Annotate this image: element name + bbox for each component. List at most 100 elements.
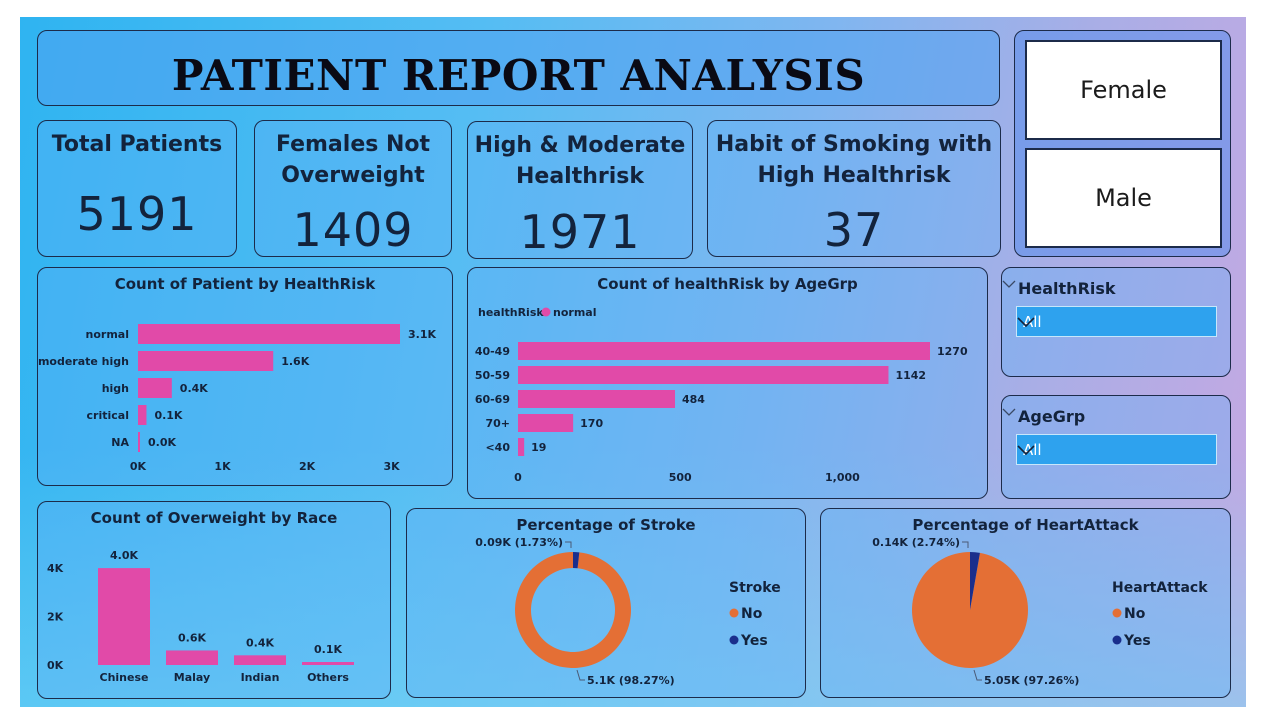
healthrisk-bar-chart: normal 3.1K moderate high 1.6K high 0.4K criti… <box>38 324 436 473</box>
data-label: 0.0K <box>148 436 176 449</box>
slice-label-yes: 0.14K (2.74%) <box>872 536 960 549</box>
kpi-title-line: Females Not <box>275 132 431 157</box>
chart-healthrisk-by-agegrp: Count of healthRisk by AgeGrp healthRisk… <box>467 267 988 499</box>
legend-marker <box>541 307 551 317</box>
dropdown-value: All <box>1023 313 1042 331</box>
race-column-chart: 4K 2K 0K 4.0K Chinese 0.6K Malay 0.4K Indian 0.1K… <box>47 549 354 684</box>
leader-line <box>973 669 982 681</box>
category-label: 60-69 <box>475 393 510 406</box>
chart-patient-by-healthrisk: Count of Patient by HealthRisk normal 3.1… <box>37 267 453 486</box>
category-label: NA <box>111 436 129 449</box>
legend-item-no: No <box>1124 606 1146 622</box>
kpi-title-line: High & Moderate <box>474 133 686 158</box>
chart-title: Percentage of Stroke <box>516 516 696 534</box>
bar <box>518 438 525 456</box>
healthrisk-dropdown[interactable]: All <box>1016 306 1217 337</box>
category-label: Chinese <box>100 671 149 684</box>
kpi-title: Habit of Smoking with High Healthrisk <box>708 129 1000 191</box>
gender-option-female[interactable]: Female <box>1025 40 1222 140</box>
category-label: 40-49 <box>475 345 510 358</box>
x-tick-label: 2K <box>299 460 316 473</box>
x-tick-label: 0K <box>130 460 147 473</box>
chevron-down-icon[interactable] <box>1002 277 1016 291</box>
chart-title: Count of Patient by HealthRisk <box>114 275 376 293</box>
bar <box>98 568 150 665</box>
data-label: 0.6K <box>178 631 206 644</box>
legend-item-yes: Yes <box>1123 633 1151 649</box>
category-label: Others <box>307 671 349 684</box>
chevron-down-icon <box>1017 317 1035 328</box>
agegrp-filter: AgeGrp All <box>1001 395 1231 499</box>
data-label: 0.1K <box>154 409 182 422</box>
legend-title: healthRisk <box>478 306 544 319</box>
legend-item-no: No <box>741 606 763 622</box>
slice-label-yes: 0.09K (1.73%) <box>475 536 563 549</box>
agegrp-dropdown[interactable]: All <box>1016 434 1217 465</box>
category-label: critical <box>87 409 129 422</box>
kpi-value: 5191 <box>76 187 198 241</box>
stroke-donut-chart: 0.09K (1.73%) 5.1K (98.27%) Stroke No Yes <box>475 536 781 687</box>
bar <box>138 378 172 398</box>
heartattack-pie-chart: 0.14K (2.74%) 5.05K (97.26%) HeartAttack No… <box>872 536 1208 687</box>
kpi-females-not-overweight: Females Not Overweight 1409 <box>254 120 452 257</box>
kpi-title-line: Overweight <box>281 163 425 188</box>
chart-title: Count of healthRisk by AgeGrp <box>597 275 858 293</box>
data-label: 0.4K <box>180 382 208 395</box>
chevron-down-icon[interactable] <box>1002 405 1016 419</box>
slice-label-no: 5.1K (98.27%) <box>587 674 675 687</box>
data-label: 19 <box>531 441 546 454</box>
kpi-smoking-high-healthrisk: Habit of Smoking with High Healthrisk 37 <box>707 120 1001 257</box>
bar <box>234 655 286 665</box>
kpi-value: 1971 <box>519 205 641 259</box>
bar <box>138 324 400 344</box>
data-label: 484 <box>682 393 705 406</box>
legend-title: HeartAttack <box>1112 580 1208 596</box>
category-label: 70+ <box>485 417 510 430</box>
bar <box>518 342 930 360</box>
legend-marker-yes <box>729 635 739 645</box>
data-label: 1.6K <box>281 355 309 368</box>
y-tick-label: 2K <box>47 611 64 624</box>
kpi-title-line: Habit of Smoking with <box>715 132 993 157</box>
kpi-title-line: Total Patients <box>51 132 223 157</box>
leader-line <box>576 669 585 681</box>
slice-yes <box>573 552 580 569</box>
gender-option-male[interactable]: Male <box>1025 148 1222 248</box>
category-label: Malay <box>174 671 210 684</box>
chart-heartattack-percentage: Percentage of HeartAttack 0.14K (2.74%) 5… <box>820 508 1231 698</box>
bar <box>518 414 574 432</box>
y-tick-label: 4K <box>47 562 64 575</box>
agegrp-bar-chart: healthRisk normal 40-49 1270 50-59 1142 60-69 4… <box>475 306 968 484</box>
legend-marker-no <box>729 608 739 618</box>
kpi-title: High & Moderate Healthrisk <box>468 130 692 192</box>
bar <box>138 405 147 425</box>
x-tick-label: 0 <box>514 471 522 484</box>
legend-item: normal <box>553 306 596 319</box>
legend-title: Stroke <box>729 580 781 596</box>
slice-yes <box>970 552 980 610</box>
leader-line <box>565 541 572 548</box>
bar <box>518 366 889 384</box>
x-tick-label: 1,000 <box>825 471 860 484</box>
kpi-title: Females Not Overweight <box>255 129 451 191</box>
x-tick-label: 1K <box>214 460 231 473</box>
category-label: <40 <box>485 441 510 454</box>
bar <box>166 650 218 665</box>
slice-no <box>515 552 631 668</box>
chevron-down-icon <box>1017 445 1035 456</box>
kpi-title-line: High Healthrisk <box>757 163 951 188</box>
data-label: 0.4K <box>246 636 274 649</box>
data-label: 3.1K <box>408 328 436 341</box>
x-tick-label: 500 <box>669 471 692 484</box>
y-tick-label: 0K <box>47 659 64 672</box>
leader-line <box>962 541 969 548</box>
x-tick-label: 3K <box>383 460 400 473</box>
kpi-title: Total Patients <box>38 129 236 160</box>
bar <box>518 390 676 408</box>
healthrisk-filter: HealthRisk All <box>1001 267 1231 377</box>
chart-overweight-by-race: Count of Overweight by Race 4K 2K 0K 4.0K Ch… <box>37 501 391 699</box>
bar <box>138 351 274 371</box>
page-title: PATIENT REPORT ANALYSIS <box>171 51 866 100</box>
legend-marker-no <box>1112 608 1122 618</box>
category-label: moderate high <box>38 355 129 368</box>
